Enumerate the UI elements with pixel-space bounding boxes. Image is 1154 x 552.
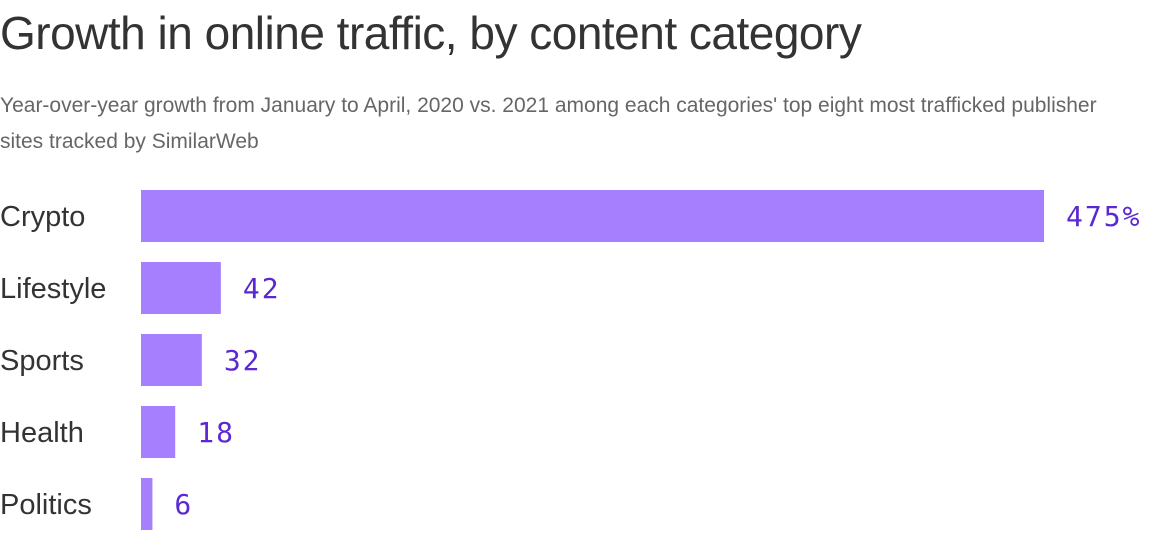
bars-group: Crypto 475% Lifestyle 42 Sports 32 Health 18 Pol…: [0, 190, 1141, 530]
category-label-crypto: Crypto: [0, 201, 85, 233]
value-label-lifestyle: 42: [243, 272, 281, 305]
category-label-politics: Politics: [0, 489, 92, 521]
category-label-health: Health: [0, 417, 84, 449]
category-label-sports: Sports: [0, 345, 84, 377]
bar-health: [141, 406, 176, 458]
value-label-health: 18: [197, 416, 235, 449]
chart-title: Growth in online traffic, by content cat…: [0, 7, 862, 59]
bar-politics: [141, 478, 153, 530]
chart-subtitle: Year-over-year growth from January to Ap…: [0, 94, 1097, 153]
value-label-crypto: 475%: [1066, 200, 1141, 233]
value-label-sports: 32: [224, 344, 262, 377]
value-label-politics: 6: [174, 488, 193, 521]
category-label-lifestyle: Lifestyle: [0, 273, 106, 305]
bar-sports: [141, 334, 202, 386]
bar-lifestyle: [141, 262, 221, 314]
bar-crypto: [141, 190, 1044, 242]
